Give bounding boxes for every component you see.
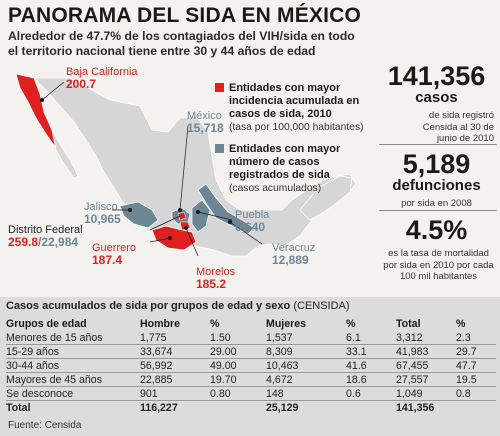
col-header: Grupos de edad: [6, 318, 87, 330]
distrito-federal-region: [177, 211, 187, 221]
divider: [379, 144, 497, 145]
col-header: %: [346, 318, 356, 330]
baja-california-sur-region: [51, 129, 79, 179]
legend-item-incidence: Entidades con mayor incidencia acumulada…: [215, 82, 379, 134]
guerrero-region: [151, 225, 197, 251]
table-row: 30-44 años 56,992 49.00 10,463 41.6 67,455 47.…: [6, 358, 496, 373]
source-note: Fuente: Censida: [8, 420, 82, 431]
label-jalisco: Jalisco 10,965: [84, 201, 121, 226]
cases-table-panel: Casos acumulados de sida por grupos de e…: [0, 297, 500, 436]
map-graphic: [15, 73, 357, 257]
stat-defunciones: 5,189 defunciones por sida en 2008: [392, 149, 481, 209]
label-distrito-federal: Distrito Federal 259.8/22,984: [8, 224, 83, 249]
table-row: 15-29 años 33,674 29.00 8,309 33.1 41,983 29.7: [6, 344, 496, 359]
col-header: Hombre: [140, 318, 181, 330]
col-header: %: [210, 318, 220, 330]
cases-table: Grupos de edad Hombre % Mujeres % Total …: [6, 317, 496, 414]
table-header-row: Grupos de edad Hombre % Mujeres % Total …: [6, 317, 496, 331]
label-veracruz: Veracruz 12,889: [272, 242, 316, 267]
label-mexico: México 15,718: [187, 110, 224, 135]
label-baja-california: Baja California 200.7: [66, 66, 138, 91]
col-header: Total: [396, 318, 421, 330]
label-morelos: Morelos 185.2: [196, 266, 236, 291]
table-total-row: Total 116,227 25,129 141,356: [6, 401, 435, 414]
page-title: PANORAMA DEL SIDA EN MÉXICO: [8, 4, 362, 27]
veracruz-region: [197, 183, 255, 235]
legend-swatch-red: [215, 83, 224, 92]
puebla-region: [191, 199, 211, 233]
stat-casos: 141,356 casos de sida registró Censida a…: [387, 61, 494, 144]
label-puebla: Puebla 6,640: [235, 209, 270, 234]
table-row: Menores de 15 años 1,775 1.50 1,537 6.1 3,312…: [6, 331, 496, 345]
yucatan-region: [299, 175, 353, 221]
table-row: Se desconoce 901 0.80 148 0.6 1,049 0.8: [6, 386, 496, 401]
legend-swatch-blue: [215, 144, 224, 153]
col-header: %: [456, 318, 466, 330]
legend-item-cases: Entidades con mayor número de casos regi…: [215, 143, 379, 195]
page-subtitle: Alrededor de 47.7% de los contagiados de…: [8, 29, 355, 58]
label-guerrero: Guerrero 187.4: [92, 242, 137, 267]
stats-panel: 141,356 casos de sida registró Censida a…: [373, 60, 500, 295]
mexico-map: Baja California 200.7 México 15,718 Jali…: [0, 60, 372, 295]
table-row: Mayores de 45 años 22,885 19.70 4,672 18.6 27…: [6, 372, 496, 387]
col-header: Mujeres: [266, 318, 307, 330]
divider: [379, 210, 497, 211]
table-caption: Casos acumulados de sida por grupos de e…: [6, 300, 350, 312]
stat-mortalidad: 4.5% es la tasa de mortalidad por sida e…: [383, 215, 494, 282]
